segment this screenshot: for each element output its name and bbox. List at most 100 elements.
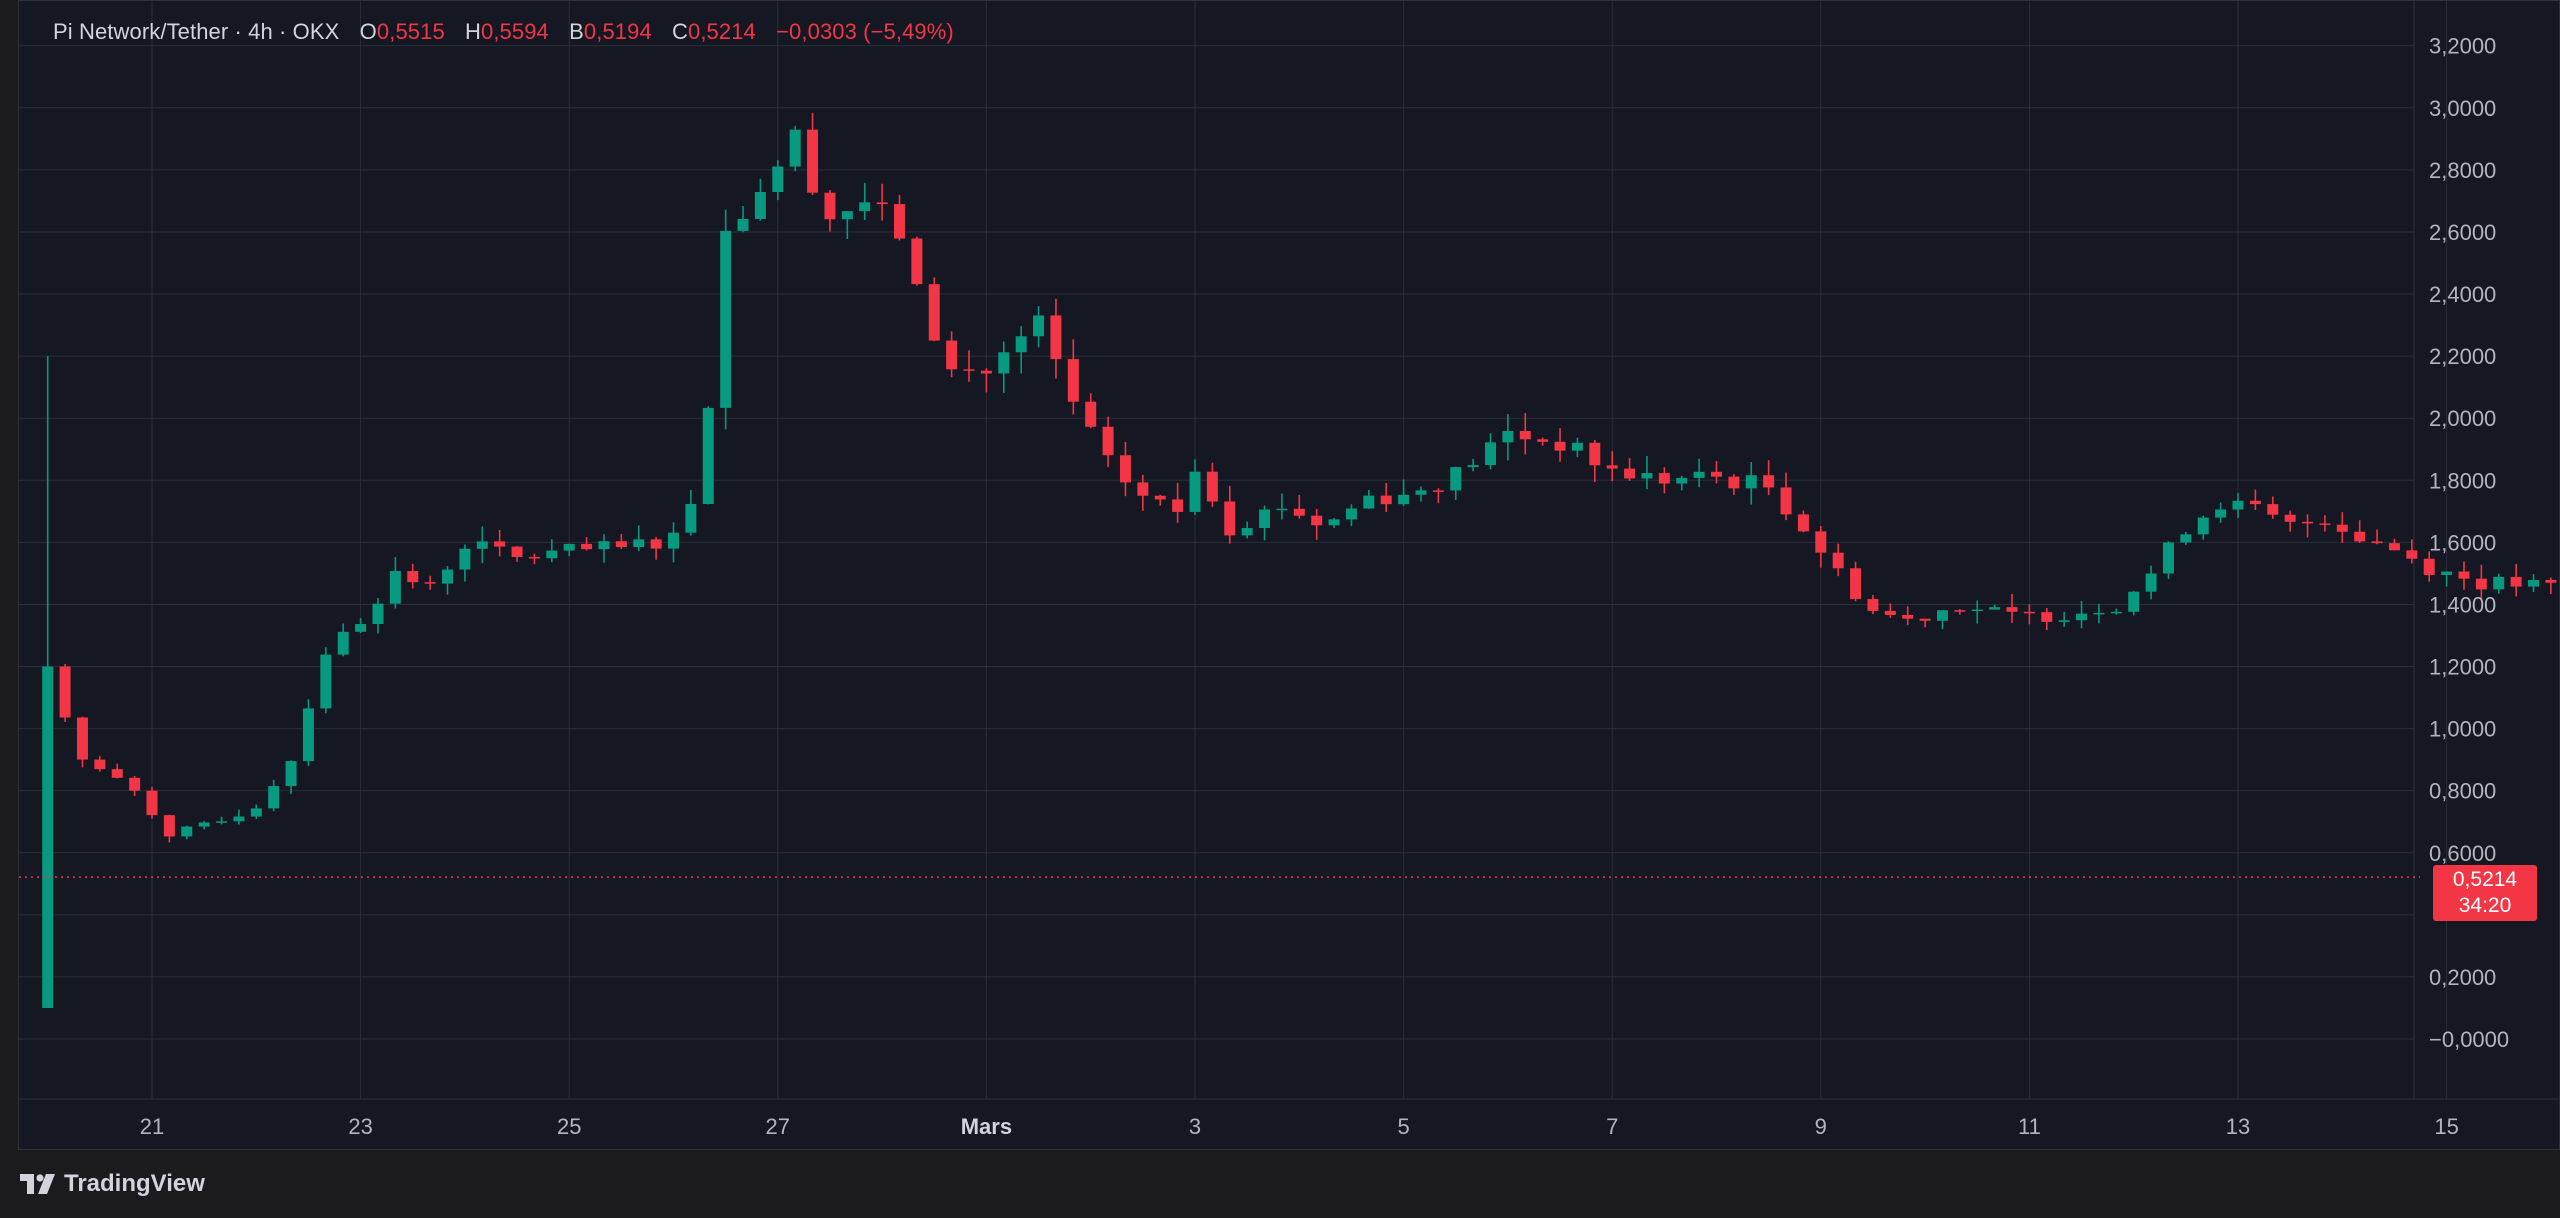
bar-countdown: 34:20 — [2458, 894, 2512, 917]
candle — [1241, 521, 1253, 539]
candle-body — [2110, 611, 2122, 614]
candle — [859, 182, 871, 221]
candle — [1693, 458, 1705, 488]
candle — [1432, 488, 1444, 504]
candle — [1015, 326, 1027, 374]
candle-body — [424, 582, 436, 584]
candle — [1902, 606, 1914, 626]
candle-body — [163, 815, 175, 837]
candle — [772, 160, 784, 201]
time-tick-label: 5 — [1397, 1114, 1409, 1139]
candle — [841, 210, 853, 240]
chart-frame[interactable]: 3,2000 3,0000 2,8000 2,6000 2,4000 2,2000 2,00… — [18, 0, 2560, 1150]
candle-body — [1711, 471, 1722, 477]
current-price-value: 0,5214 — [2452, 868, 2518, 891]
candle — [1676, 475, 1688, 491]
candle — [511, 546, 523, 562]
candle — [2128, 590, 2140, 616]
candle — [581, 537, 593, 551]
candle — [2336, 512, 2348, 543]
candle-body — [2510, 576, 2522, 587]
current-price-tag: 0,5214 34:20 — [2433, 865, 2537, 921]
candle-body — [1276, 508, 1288, 511]
candle — [1415, 486, 1427, 502]
candle-body — [1467, 465, 1479, 468]
candle-body — [2267, 504, 2279, 515]
candle-body — [720, 230, 732, 408]
candle-body — [2371, 541, 2383, 544]
tradingview-logo[interactable]: TradingView — [20, 1168, 205, 1200]
time-tick-label: Mars — [961, 1114, 1012, 1139]
candle — [685, 489, 697, 536]
candle — [1119, 442, 1131, 497]
candle-body — [1415, 490, 1427, 495]
candle-body — [1050, 315, 1062, 360]
candle — [1641, 456, 1653, 490]
candle-body — [1224, 501, 1236, 536]
chart-legend: Pi Network/Tether · 4h · OKX O0,5515 H0,… — [53, 19, 954, 45]
candle — [702, 406, 714, 505]
high-label: H — [465, 19, 481, 44]
candle-body — [129, 777, 141, 791]
candle-body — [1902, 614, 1914, 619]
candlestick-chart[interactable]: 3,2000 3,0000 2,8000 2,6000 2,4000 2,2000 2,00… — [19, 1, 2559, 1149]
candle — [1380, 482, 1392, 512]
candle-body — [685, 504, 697, 533]
candle — [2493, 573, 2505, 594]
candle-body — [2284, 514, 2296, 522]
time-tick-label: 11 — [2018, 1114, 2041, 1139]
candle-body — [2023, 611, 2035, 614]
candle — [2510, 563, 2522, 597]
candle-body — [2128, 591, 2140, 612]
time-tick-label: 25 — [557, 1114, 581, 1139]
candle — [42, 356, 54, 1008]
candle-body — [2545, 579, 2557, 583]
candle — [789, 125, 801, 172]
candle — [1485, 433, 1497, 470]
candle — [633, 525, 645, 552]
candle — [1658, 467, 1670, 494]
price-tick-label: −0,0000 — [2429, 1027, 2509, 1052]
price-tick-label: 0,8000 — [2429, 779, 2496, 804]
candle — [250, 804, 262, 819]
candle-body — [2423, 558, 2435, 575]
price-tick-label: 1,8000 — [2429, 468, 2496, 493]
candle — [650, 536, 662, 560]
candle-body — [268, 786, 280, 809]
candle — [1259, 505, 1271, 541]
candle — [1311, 508, 1323, 540]
candle — [233, 809, 245, 825]
candle — [1728, 474, 1740, 496]
candle — [668, 522, 679, 563]
candle-body — [1815, 531, 1827, 553]
candle — [320, 647, 332, 714]
candle-body — [1728, 476, 1740, 489]
candle — [2441, 571, 2453, 587]
candle-body — [2493, 576, 2505, 590]
candle — [1919, 618, 1931, 628]
candle-body — [1119, 455, 1131, 483]
candle — [2545, 577, 2557, 595]
candle — [198, 821, 210, 830]
candle — [1450, 466, 1462, 501]
candle-body — [302, 708, 314, 762]
candle — [2528, 574, 2540, 593]
price-tick-label: 1,4000 — [2429, 592, 2496, 617]
candle-body — [233, 816, 245, 822]
candle — [2041, 607, 2053, 631]
candle — [337, 623, 349, 657]
price-tick-label: 1,6000 — [2429, 530, 2496, 555]
candle — [2319, 515, 2331, 532]
candle — [1033, 306, 1045, 348]
candle-body — [2006, 607, 2018, 612]
candle-body — [2197, 517, 2209, 535]
candle-body — [893, 204, 905, 239]
time-tick-label: 13 — [2226, 1114, 2250, 1139]
candle — [424, 575, 436, 590]
candle — [563, 543, 575, 557]
candle-body — [1328, 519, 1340, 526]
candle-body — [1919, 618, 1931, 621]
close-value: 0,5214 — [688, 19, 756, 44]
candle — [1467, 458, 1479, 472]
candle — [442, 566, 454, 595]
